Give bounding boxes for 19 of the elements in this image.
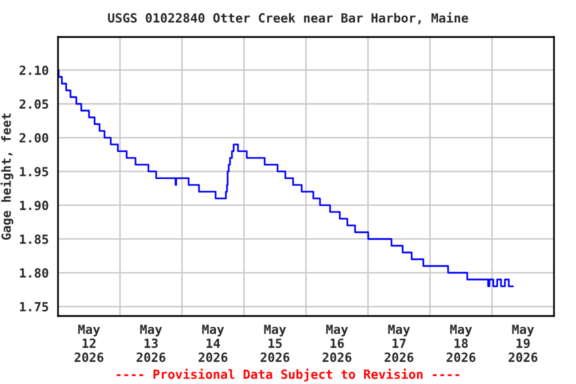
y-axis-title: Gage height, feet xyxy=(0,114,14,240)
y-tick-label: 1.75 xyxy=(20,302,48,312)
x-tick-label: May 19 2026 xyxy=(508,324,538,362)
y-tick-label: 2.00 xyxy=(20,133,48,143)
x-tick-label: May 15 2026 xyxy=(260,324,290,362)
y-tick-label: 1.95 xyxy=(20,166,48,176)
x-tick-label: May 12 2026 xyxy=(74,324,104,362)
chart-title: USGS 01022840 Otter Creek near Bar Harbor, Maine xyxy=(108,12,468,24)
y-tick-label: 1.90 xyxy=(20,200,48,210)
y-tick-label: 2.05 xyxy=(20,99,48,109)
text: ---- Provisional Data Subject to Revision ---- xyxy=(116,368,460,382)
x-tick-label: May 13 2026 xyxy=(136,324,166,362)
y-tick-label: 2.10 xyxy=(20,66,48,76)
x-tick-label: May 14 2026 xyxy=(198,324,228,362)
y-tick-label: 1.85 xyxy=(20,234,48,244)
x-tick-label: May 16 2026 xyxy=(322,324,352,362)
x-tick-label: May 18 2026 xyxy=(446,324,476,362)
y-tick-label: 1.80 xyxy=(20,268,48,278)
x-tick-label: May 17 2026 xyxy=(384,324,414,362)
